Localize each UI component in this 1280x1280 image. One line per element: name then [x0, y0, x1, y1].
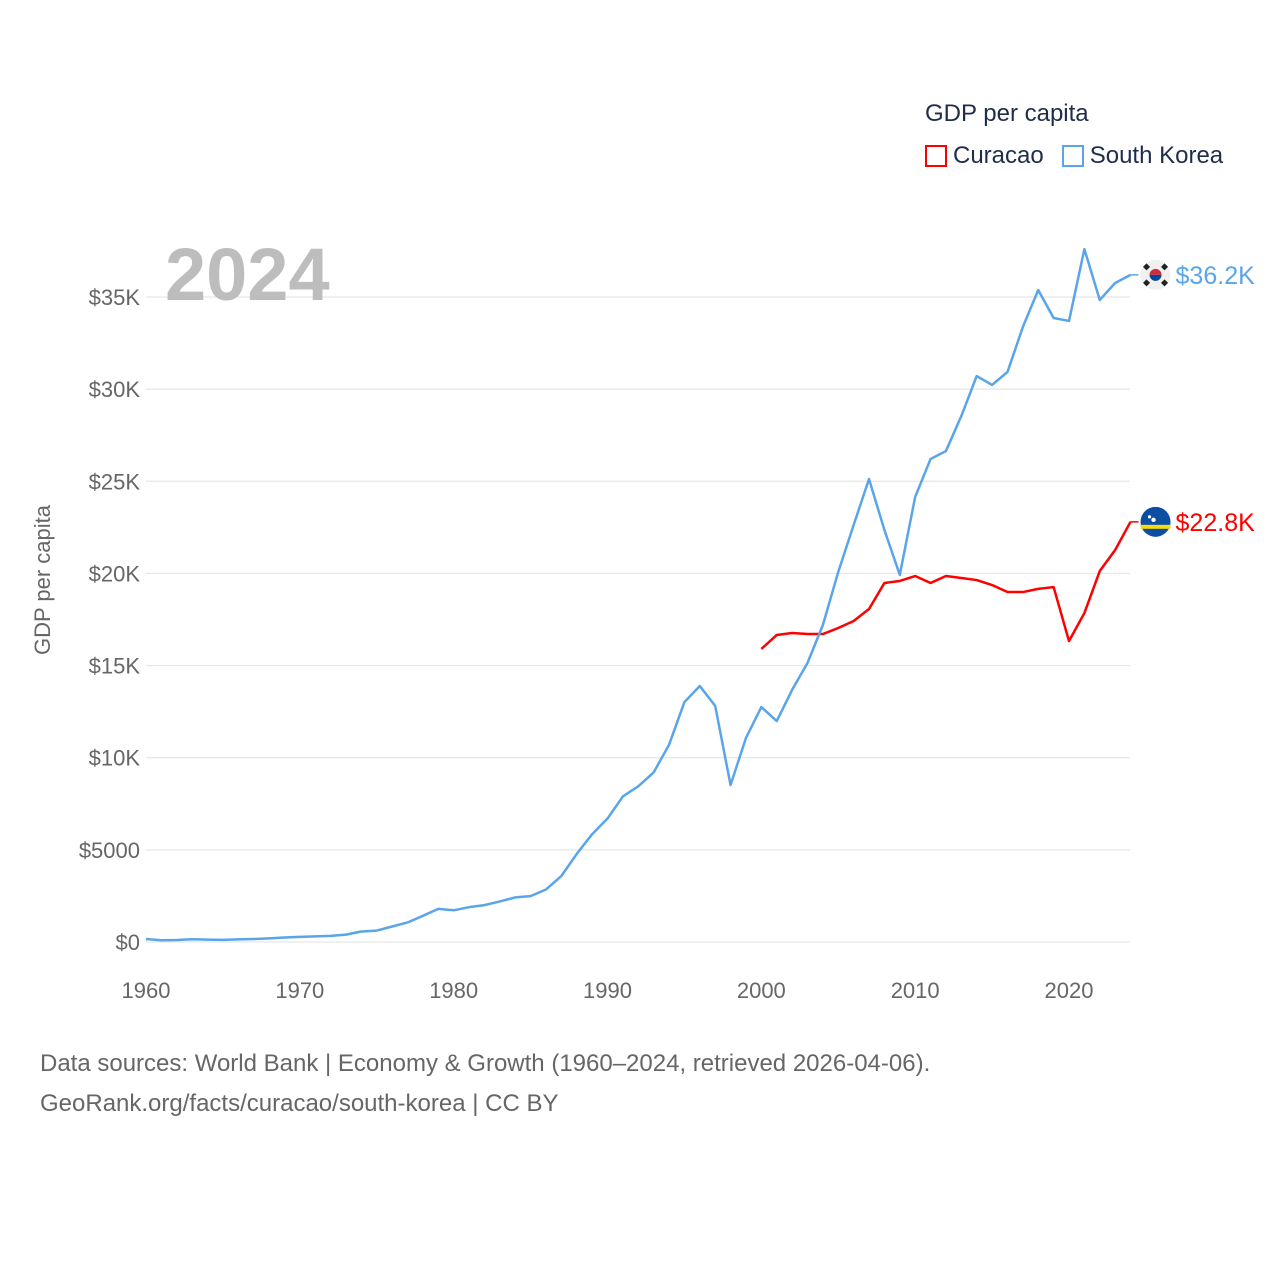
x-tick-label: 2000 [737, 978, 786, 1003]
legend-item-curacao[interactable]: Curacao [925, 142, 1044, 170]
x-tick-label: 2010 [891, 978, 940, 1003]
end-value-label: $36.2K [1176, 262, 1256, 290]
legend: Curacao South Korea [925, 142, 1223, 170]
y-tick-label: $0 [116, 930, 140, 955]
legend-title: GDP per capita [925, 100, 1089, 127]
end-value-label: $22.8K [1176, 509, 1256, 537]
source-link[interactable]: GeoRank.org/facts/curacao/south-korea | … [40, 1090, 559, 1117]
legend-item-south-korea[interactable]: South Korea [1061, 142, 1224, 170]
y-tick-label: $20K [89, 561, 141, 586]
year-label: 2024 [165, 233, 330, 316]
y-tick-label: $25K [89, 469, 141, 494]
y-axis-label: GDP per capita [30, 504, 55, 655]
legend-label: Curacao [953, 142, 1044, 169]
legend-swatch-south-korea [1061, 145, 1084, 167]
y-tick-label: $35K [89, 285, 141, 310]
source-line: Data sources: World Bank | Economy & Gro… [40, 1050, 931, 1077]
x-tick-label: 2020 [1045, 978, 1094, 1003]
x-tick-label: 1960 [122, 978, 171, 1003]
curacao-flag-icon [1140, 506, 1171, 537]
y-tick-label: $15K [89, 654, 141, 679]
y-tick-label: $5000 [79, 838, 140, 863]
series-line-south-korea[interactable] [145, 247, 1132, 942]
x-tick-label: 1970 [275, 978, 324, 1003]
south-korea-flag-icon [1140, 259, 1171, 290]
y-tick-label: $10K [89, 746, 141, 771]
source-note: Data sources: World Bank | Economy & Gro… [40, 1044, 930, 1124]
x-tick-label: 1990 [583, 978, 632, 1003]
legend-label: South Korea [1089, 142, 1224, 169]
legend-swatch-curacao [925, 145, 947, 167]
series-line-curacao[interactable] [760, 521, 1132, 650]
x-tick-label: 1980 [429, 978, 478, 1003]
y-tick-label: $30K [89, 377, 141, 402]
